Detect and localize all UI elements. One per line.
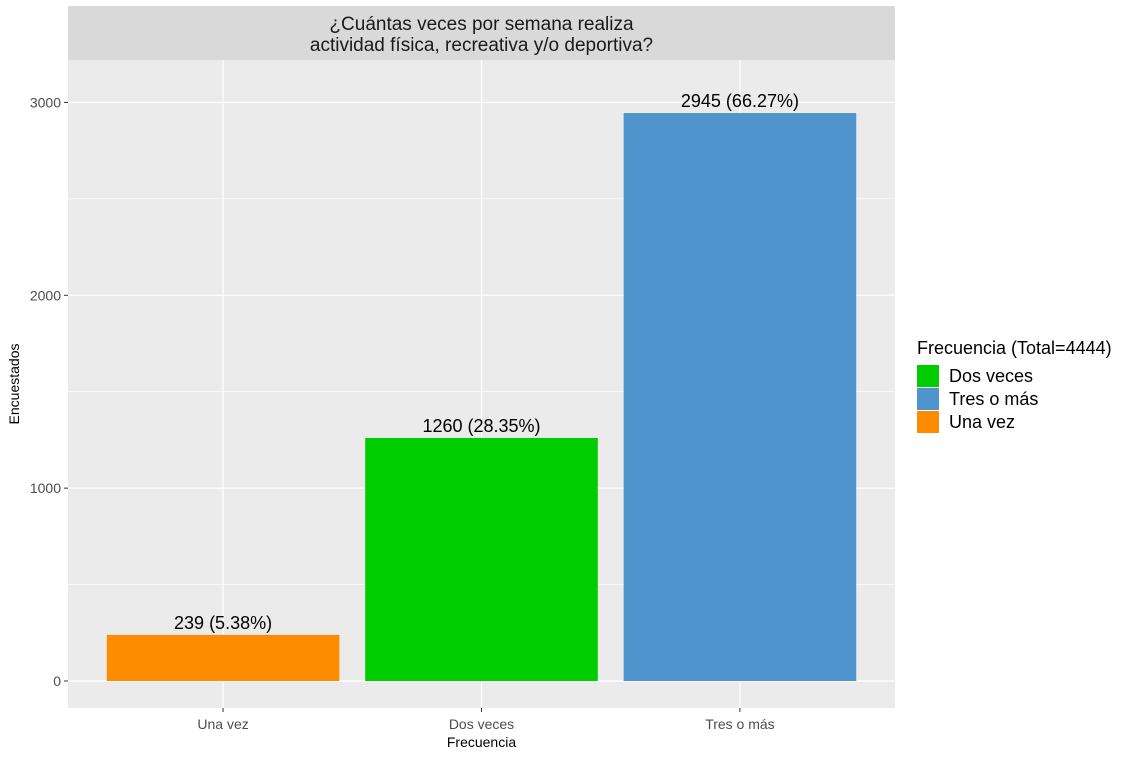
bar-dos-veces [365, 438, 598, 681]
y-tick-label: 2000 [30, 287, 61, 303]
legend-label: Una vez [949, 412, 1015, 432]
x-tick-label: Dos veces [449, 716, 514, 732]
x-axis-title: Frecuencia [447, 734, 516, 750]
legend-label: Tres o más [949, 389, 1038, 409]
x-tick-label: Tres o más [705, 716, 775, 732]
bar-una-vez [106, 634, 340, 681]
data-label: 1260 (28.35%) [422, 416, 540, 436]
bar-tres-o-m-s [623, 113, 857, 682]
y-tick-label: 1000 [30, 480, 61, 496]
y-tick-label: 3000 [30, 94, 61, 110]
legend-label: Dos veces [949, 366, 1033, 386]
legend-key [917, 388, 939, 410]
data-label: 2945 (66.27%) [681, 91, 799, 111]
data-label: 239 (5.38%) [174, 613, 272, 633]
x-tick-label: Una vez [197, 716, 248, 732]
chart-title-line: actividad física, recreativa y/o deporti… [310, 35, 653, 56]
y-axis-title: Encuestados [6, 344, 22, 425]
chart-title-line: ¿Cuántas veces por semana realiza [329, 14, 634, 35]
legend-title: Frecuencia (Total=4444) [917, 338, 1112, 358]
legend-key [917, 411, 939, 433]
legend-key [917, 365, 939, 387]
y-tick-label: 0 [53, 673, 61, 689]
title-strip [68, 6, 895, 60]
